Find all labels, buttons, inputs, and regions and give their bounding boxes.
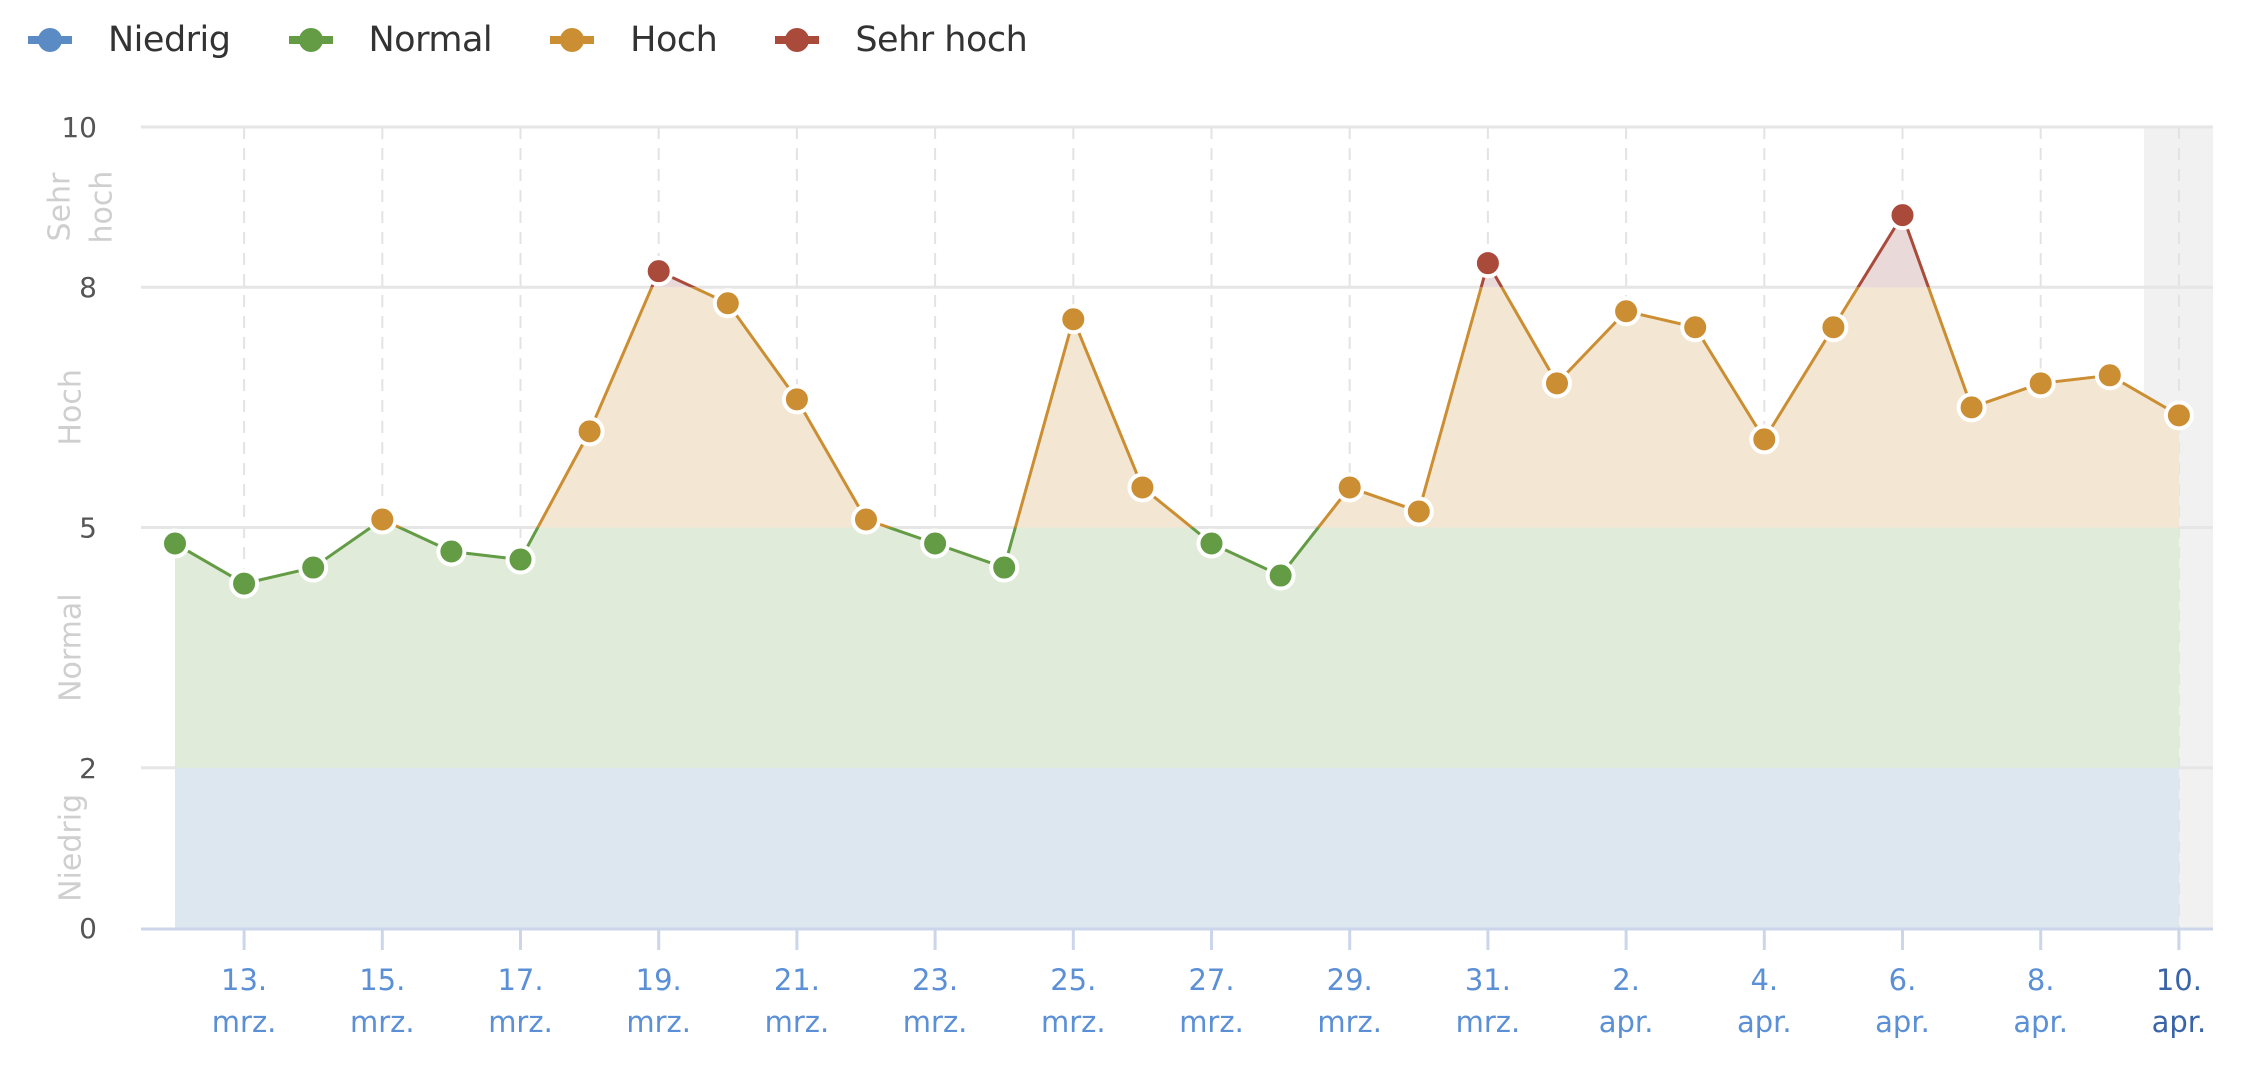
data-point[interactable] xyxy=(712,288,743,319)
x-axis: 13. mrz. 15. mrz. 17. mrz. 19. mrz. 21. mrz. 23. mr… xyxy=(141,927,2213,1039)
data-point[interactable] xyxy=(505,544,536,575)
legend-item-niedrig[interactable]: Niedrig xyxy=(28,20,231,60)
x-tick-label-month: mrz. xyxy=(1456,1005,1521,1039)
x-tick-label-day: 6. xyxy=(1889,963,1917,997)
band-label: Sehr xyxy=(43,172,78,242)
x-tick-label-month: apr. xyxy=(2152,1005,2207,1039)
legend-item-sehr-hoch[interactable]: Sehr hoch xyxy=(775,20,1028,60)
x-tick-label-day: 10. xyxy=(2156,963,2202,997)
legend-label: Niedrig xyxy=(108,20,231,60)
x-tick-label-day: 21. xyxy=(774,963,820,997)
data-point[interactable] xyxy=(298,552,329,583)
x-tick-label-day: 4. xyxy=(1750,963,1778,997)
band-label: Niedrig xyxy=(54,794,89,902)
data-point[interactable] xyxy=(1611,296,1642,327)
x-tick-label-month: mrz. xyxy=(212,1005,277,1039)
data-point[interactable] xyxy=(1818,312,1849,343)
data-points[interactable] xyxy=(160,200,2194,599)
x-tick-label-day: 19. xyxy=(636,963,682,997)
x-tick-label-month: mrz. xyxy=(765,1005,830,1039)
area-normal xyxy=(175,527,2179,768)
x-tick-label-month: mrz. xyxy=(626,1005,691,1039)
y-tick-label: 2 xyxy=(79,752,97,785)
legend-label: Sehr hoch xyxy=(855,20,1028,60)
data-point[interactable] xyxy=(1887,200,1918,231)
x-tick-label-month: apr. xyxy=(1875,1005,1930,1039)
x-tick-label-month: apr. xyxy=(2013,1005,2068,1039)
line-segment-hoch xyxy=(368,287,2180,528)
legend-item-normal[interactable]: Normal xyxy=(288,20,493,60)
data-point[interactable] xyxy=(1058,304,1089,335)
data-point[interactable] xyxy=(1472,248,1503,279)
data-point[interactable] xyxy=(2025,368,2056,399)
legend-item-hoch[interactable]: Hoch xyxy=(550,20,718,60)
data-point[interactable] xyxy=(1680,312,1711,343)
data-point[interactable] xyxy=(1196,528,1227,559)
data-point[interactable] xyxy=(643,256,674,287)
data-point[interactable] xyxy=(1956,392,1987,423)
data-point[interactable] xyxy=(989,552,1020,583)
x-tick-label-day: 29. xyxy=(1327,963,1373,997)
x-tick-label-day: 13. xyxy=(221,963,267,997)
legend-marker-icon xyxy=(550,28,595,52)
data-point[interactable] xyxy=(367,504,398,535)
y-tick-label: 0 xyxy=(79,912,97,945)
x-tick-label-day: 17. xyxy=(497,963,543,997)
legend-marker-icon xyxy=(775,28,820,52)
x-tick-label-day: 27. xyxy=(1188,963,1234,997)
data-point[interactable] xyxy=(851,504,881,535)
data-point[interactable] xyxy=(160,528,190,559)
data-point[interactable] xyxy=(781,384,812,415)
legend-marker-icon xyxy=(288,28,333,52)
area-niedrig xyxy=(175,767,2179,928)
data-point[interactable] xyxy=(2163,400,2194,431)
band-label: Normal xyxy=(54,593,89,702)
area-hoch xyxy=(370,287,2179,528)
x-tick-label-day: 23. xyxy=(912,963,958,997)
x-tick-label-month: mrz. xyxy=(903,1005,968,1039)
legend-label: Hoch xyxy=(630,20,718,60)
data-point[interactable] xyxy=(574,416,605,447)
x-tick-label-month: mrz. xyxy=(350,1005,415,1039)
x-tick-label-month: mrz. xyxy=(1317,1005,1382,1039)
x-tick-label-month: apr. xyxy=(1737,1005,1792,1039)
data-point[interactable] xyxy=(2094,360,2125,391)
y-tick-label: 5 xyxy=(79,512,97,545)
data-point[interactable] xyxy=(229,568,260,599)
x-tick-label-month: mrz. xyxy=(1041,1005,1106,1039)
data-point[interactable] xyxy=(436,536,467,567)
band-label: Hoch xyxy=(54,369,89,445)
x-tick-label-day: 2. xyxy=(1612,963,1640,997)
data-point[interactable] xyxy=(1542,368,1572,399)
chart-legend: Niedrig Normal Hoch Sehr hoch xyxy=(28,14,1085,66)
legend-marker-icon xyxy=(28,28,72,52)
x-tick-label-day: 25. xyxy=(1050,963,1096,997)
band-areas xyxy=(175,215,2179,928)
x-tick-label-day: 15. xyxy=(359,963,405,997)
data-point[interactable] xyxy=(1403,496,1434,527)
data-point[interactable] xyxy=(1127,472,1158,503)
x-tick-label-day: 31. xyxy=(1465,963,1511,997)
legend-label: Normal xyxy=(368,20,493,60)
y-tick-label: 10 xyxy=(61,111,97,144)
x-tick-label-month: mrz. xyxy=(1179,1005,1244,1039)
band-label: hoch xyxy=(85,171,120,244)
data-point[interactable] xyxy=(920,528,951,559)
x-tick-label-month: apr. xyxy=(1599,1005,1654,1039)
y-tick-label: 8 xyxy=(79,271,97,304)
data-point[interactable] xyxy=(1334,472,1365,503)
data-point[interactable] xyxy=(1265,560,1296,591)
y-axis: 0 2 5 8 10 Sehr hoch Hoch Normal Niedrig xyxy=(43,111,120,945)
data-point[interactable] xyxy=(1749,424,1780,455)
x-tick-label-day: 8. xyxy=(2027,963,2055,997)
x-tick-label-month: mrz. xyxy=(488,1005,553,1039)
